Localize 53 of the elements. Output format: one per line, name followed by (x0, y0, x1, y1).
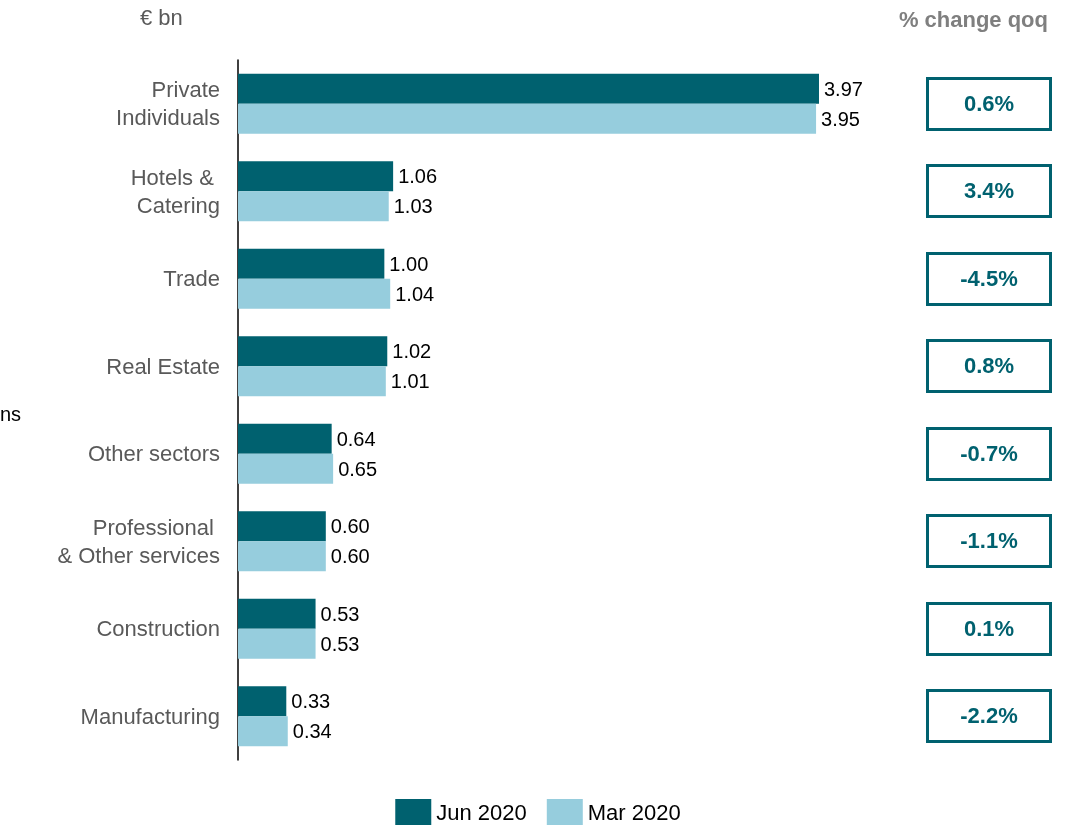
data-label: 0.53 (320, 632, 360, 655)
framed-label-box: -0.7% (926, 426, 1052, 481)
data-label: 0.60 (330, 545, 370, 568)
bar (238, 73, 819, 104)
framed-label-box: 0.8% (926, 339, 1052, 394)
y-tick-label: Manufacturing (80, 703, 220, 729)
bar (238, 248, 385, 279)
framed-label-box: 0.6% (926, 76, 1052, 131)
text: % change qoq (898, 6, 1048, 32)
data-label: 1.04 (395, 282, 435, 305)
data-label: 0.65 (338, 457, 378, 480)
bar (238, 336, 388, 367)
y-tick-label: Construction (96, 616, 220, 642)
data-label: 0.33 (291, 690, 331, 713)
data-label: 0.34 (292, 720, 332, 743)
text: ns (0, 403, 22, 425)
y-tick-label: Other sectors (87, 441, 220, 467)
bar (238, 628, 316, 659)
bar (238, 191, 389, 222)
bar (238, 161, 394, 192)
legend-label: Mar 2020 (587, 799, 681, 825)
data-label: 1.06 (398, 165, 438, 188)
data-label: 0.64 (336, 427, 376, 450)
data-label: 0.53 (320, 602, 360, 625)
framed-label-box: -1.1% (926, 514, 1052, 569)
data-label: 1.00 (389, 252, 429, 275)
bar (238, 716, 288, 747)
bar (238, 686, 287, 717)
x-axis-title: € bn (140, 4, 183, 30)
y-tick-label: Real Estate (106, 353, 220, 379)
data-label: 3.95 (821, 107, 861, 130)
framed-label-box: -4.5% (926, 251, 1052, 306)
bar (238, 598, 316, 629)
framed-label-box: 3.4% (926, 164, 1052, 219)
framed-label-box: -2.2% (926, 689, 1052, 744)
data-label: 0.60 (330, 515, 370, 538)
y-tick-label: Hotels & Catering (130, 164, 220, 218)
data-label: 1.02 (392, 340, 432, 363)
bar (238, 453, 334, 484)
bar (238, 511, 326, 542)
bar (238, 541, 326, 572)
data-label: 1.01 (390, 370, 430, 393)
y-tick-label: Professional & Other services (57, 514, 220, 568)
legend-label: Jun 2020 (436, 799, 527, 825)
bar (238, 423, 332, 454)
y-tick-label: Trade (163, 266, 220, 292)
framed-label-box: 0.1% (926, 601, 1052, 656)
bar (238, 103, 817, 134)
bar (238, 366, 386, 397)
y-tick-label: Private Individuals (116, 77, 220, 131)
data-label: 3.97 (824, 77, 863, 100)
data-label: 1.03 (393, 195, 433, 218)
bar (238, 278, 391, 309)
